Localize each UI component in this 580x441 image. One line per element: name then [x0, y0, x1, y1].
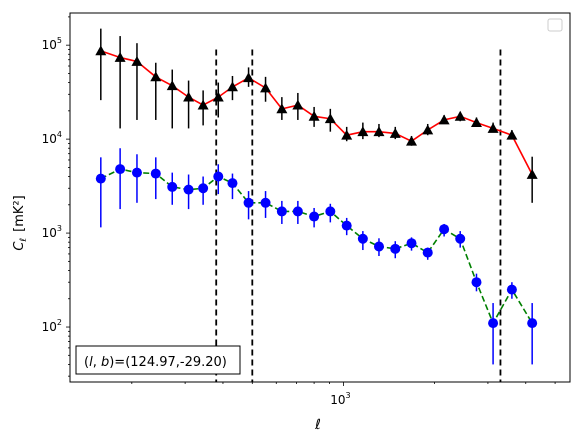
series-2-point	[455, 233, 466, 244]
series-2-point	[150, 168, 161, 179]
series-1-point	[373, 126, 385, 137]
series-1-point	[389, 127, 401, 138]
series-2-point	[341, 220, 352, 231]
series-2-point	[131, 167, 142, 178]
series-1-point	[166, 80, 178, 91]
y-tick-label: 102	[42, 318, 62, 334]
series-2-point	[260, 197, 271, 208]
series-2-point	[198, 183, 209, 194]
series-1-point	[292, 99, 304, 110]
series-2-point	[357, 233, 368, 244]
series-1-point	[422, 124, 434, 135]
y-tick-label: 103	[42, 224, 62, 240]
series-2-point	[527, 318, 538, 329]
series-1-point	[341, 129, 353, 140]
series-1-point	[95, 45, 107, 56]
series-2-point	[373, 241, 384, 252]
series-2-point	[227, 178, 238, 189]
series-2-point	[390, 243, 401, 254]
plot-area	[95, 28, 538, 382]
legend-box	[547, 18, 563, 32]
series-1-point	[260, 82, 272, 93]
series-1-line	[100, 50, 533, 175]
x-axis-label: ℓ	[314, 417, 321, 433]
series-1-point	[506, 129, 518, 140]
series-2-point	[471, 277, 482, 288]
series-2-point	[325, 206, 336, 217]
series-2-point	[213, 171, 224, 182]
series-1-point	[150, 71, 162, 82]
series-2-point	[243, 197, 254, 208]
series-1-point	[526, 169, 538, 179]
series-1-point	[131, 56, 143, 66]
series-1-point	[454, 110, 466, 121]
axis-ticks: 102 103 104 105 103	[42, 16, 556, 407]
axes-frame	[69, 12, 571, 383]
series-1-point	[406, 135, 418, 146]
series-2-point	[406, 238, 417, 249]
series-2-point	[167, 181, 178, 192]
series-1-point	[357, 126, 369, 137]
series-1-point	[308, 110, 320, 121]
series-2-point	[422, 247, 433, 258]
y-axis-label: Cℓ[mK²]	[12, 195, 29, 250]
series-1-point	[438, 114, 450, 125]
y-tick-label: 105	[42, 36, 62, 52]
series-1-point	[470, 117, 482, 127]
series-1-point	[243, 72, 255, 83]
series-1-point	[114, 51, 126, 62]
series-2-point	[95, 173, 106, 184]
series-2-point	[292, 206, 303, 217]
annotation-text: (l, b)=(124.97,-29.20)	[84, 355, 227, 370]
series-1-point	[487, 122, 499, 133]
y-tick-label: 104	[42, 130, 62, 146]
series-2-point	[506, 284, 517, 295]
series-1-point	[276, 103, 288, 114]
series-2-line	[100, 168, 533, 325]
series-2-point	[115, 164, 126, 175]
annotation-box: (l, b)=(124.97,-29.20)	[75, 345, 241, 375]
series-2-point	[309, 211, 320, 222]
series-1-point	[183, 91, 195, 102]
series-2-point	[276, 206, 287, 217]
series-2-point	[488, 318, 499, 329]
series-2-point	[439, 224, 450, 235]
series-1-point	[212, 91, 224, 102]
series-1-point	[324, 113, 336, 124]
series-1-point	[197, 99, 209, 110]
x-tick-label: 103	[330, 391, 350, 407]
series-1-point	[226, 81, 238, 92]
series-2-point	[183, 184, 194, 195]
